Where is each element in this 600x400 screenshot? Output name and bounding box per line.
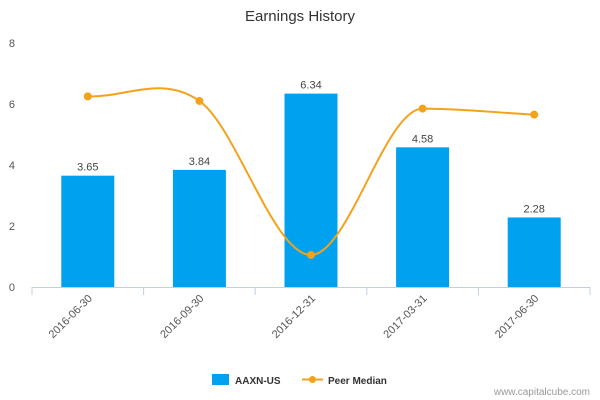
legend: AAXN-US Peer Median — [212, 374, 387, 387]
bar-2017-03-31 — [396, 147, 450, 287]
bar-data-label: 4.58 — [412, 133, 433, 145]
legend-label-peer-median: Peer Median — [328, 376, 387, 387]
peer-median-point-2016-09-30 — [195, 96, 204, 105]
y-tick-label: 2 — [9, 221, 15, 233]
x-tick-label: 2017-03-31 — [381, 293, 429, 341]
credit-text: www.capitalcube.com — [493, 387, 590, 398]
legend-marker-peer-median — [309, 376, 316, 383]
bar-2016-06-30 — [61, 175, 115, 287]
chart-title: Earnings History — [245, 8, 356, 25]
x-tick-label: 2016-06-30 — [47, 293, 95, 341]
bar-data-label: 6.34 — [300, 80, 321, 92]
legend-swatch-aaxn — [212, 374, 229, 385]
y-tick-label: 6 — [9, 99, 15, 111]
peer-median-point-2016-12-31 — [307, 250, 315, 259]
x-tick-label: 2016-12-31 — [270, 293, 318, 341]
peer-median-point-2016-06-30 — [83, 92, 92, 101]
y-tick-label: 4 — [9, 160, 15, 172]
bar-data-label: 3.84 — [189, 156, 210, 168]
bar-2016-09-30 — [172, 169, 226, 287]
bar-series — [61, 93, 561, 287]
y-tick-label: 0 — [9, 282, 15, 294]
bar-data-label: 3.65 — [77, 162, 98, 174]
bar-data-labels: 3.65 3.84 6.34 4.58 2.28 — [77, 80, 545, 216]
y-tick-label: 8 — [9, 38, 15, 50]
x-tick-label: 2017-06-30 — [493, 293, 541, 341]
bar-data-label: 2.28 — [523, 203, 544, 215]
line-series — [83, 87, 539, 259]
x-tick-label: 2016-09-30 — [158, 293, 206, 341]
legend-label-aaxn: AAXN-US — [235, 376, 281, 387]
bar-2017-06-30 — [507, 217, 561, 287]
peer-median-point-2017-06-30 — [530, 110, 539, 119]
peer-median-point-2017-03-31 — [418, 104, 427, 113]
